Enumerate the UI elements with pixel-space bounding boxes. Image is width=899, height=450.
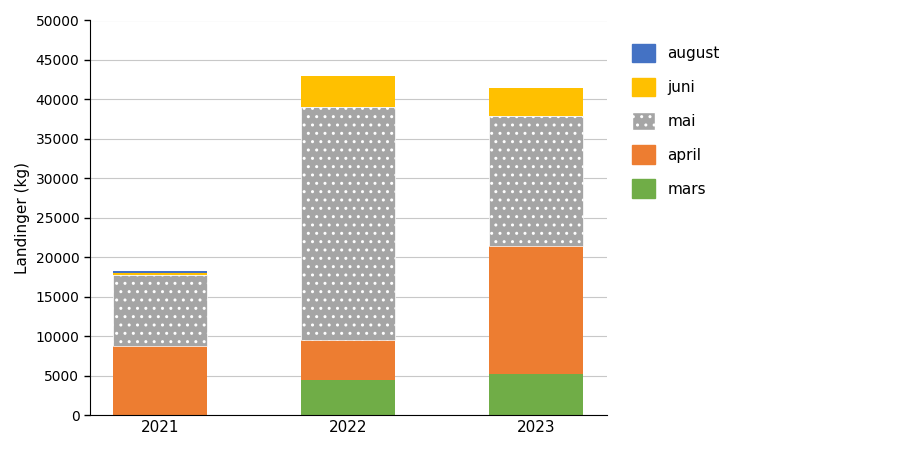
Bar <box>301 107 396 340</box>
Legend: august, juni, mai, april, mars: august, juni, mai, april, mars <box>625 36 727 206</box>
Y-axis label: Landinger (kg): Landinger (kg) <box>15 162 30 274</box>
Bar <box>301 340 396 380</box>
Bar <box>113 346 208 415</box>
Bar <box>301 380 396 415</box>
Bar <box>113 271 208 273</box>
Bar <box>113 273 208 274</box>
Bar <box>489 374 583 415</box>
Bar <box>489 88 583 116</box>
Bar <box>113 274 208 346</box>
Bar <box>301 76 396 107</box>
Bar <box>489 246 583 374</box>
Bar <box>489 116 583 246</box>
